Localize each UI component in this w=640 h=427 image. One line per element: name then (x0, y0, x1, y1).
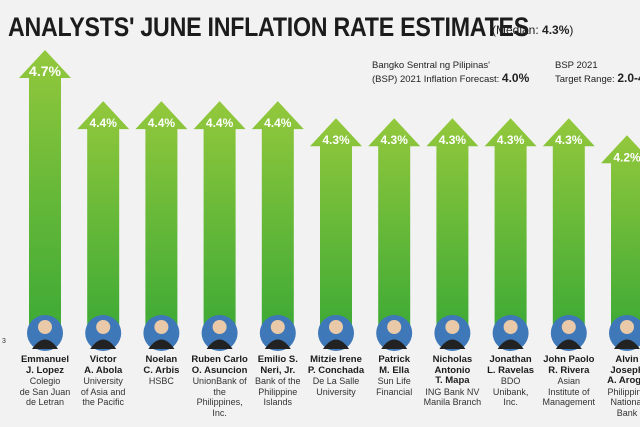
bar-arrow-8 (426, 118, 479, 340)
bar-arrow-7 (368, 118, 421, 340)
analyst-name: Noelan C. Arbis (143, 354, 180, 376)
avatar-body-icon (439, 339, 466, 349)
median-value: 4.3% (542, 23, 570, 37)
analyst-card-7: Patrick M. Ella Sun Life Financial (365, 354, 423, 397)
avatar-body-icon (90, 339, 117, 349)
analyst-card-3: Noelan C. Arbis HSBC (132, 354, 190, 387)
avatar-body-icon (381, 339, 408, 349)
bsp-forecast-note: Bangko Sentral ng Pilipinas' (BSP) 2021 … (372, 59, 529, 86)
title-row: ANALYSTS' JUNE INFLATION RATE ESTIMATES (8, 12, 614, 43)
bar-value-label-8: 4.3% (439, 133, 467, 147)
bar-value-label-9: 4.3% (497, 133, 525, 147)
bar-arrow-3 (135, 101, 188, 340)
analyst-card-6: Mitzie Irene P. Conchada De La Salle Univ… (307, 354, 365, 397)
bar-arrow-11 (601, 135, 640, 340)
avatar-face-icon (96, 320, 111, 334)
bar-value-label-1: 4.7% (29, 63, 61, 79)
bar-value-label-11: 4.2% (613, 150, 640, 164)
analyst-card-4: Ruben Carlo O. Asuncion UnionBank of the … (191, 354, 249, 418)
avatar-face-icon (154, 320, 169, 334)
analyst-affiliation: HSBC (148, 376, 174, 386)
bsp-target-note: BSP 2021 Target Range: 2.0-4.0 (555, 59, 640, 86)
bar-value-label-3: 4.4% (148, 116, 176, 130)
analyst-card-5: Emilio S. Neri, Jr. Bank of the Philippin… (249, 354, 307, 408)
avatar-body-icon (148, 339, 175, 349)
analyst-card-9: Jonathan L. Ravelas BDO Unibank, Inc. (482, 354, 540, 408)
analyst-name: Victor A. Abola (84, 354, 123, 376)
bar-value-label-6: 4.3% (322, 133, 350, 147)
bar-arrow-6 (310, 118, 362, 340)
analyst-name: Emilio S. Neri, Jr. (257, 354, 298, 376)
avatar-body-icon (264, 339, 291, 349)
bar-arrow-9 (484, 118, 537, 340)
avatar-body-icon (555, 339, 582, 349)
analyst-name: Ruben Carlo O. Asuncion (191, 354, 248, 376)
chart-title: ANALYSTS' JUNE INFLATION RATE ESTIMATES (8, 12, 529, 42)
forecast-line1: Bangko Sentral ng Pilipinas' (372, 60, 490, 71)
analyst-card-2: Victor A. Abola University of Asia and th… (74, 354, 132, 408)
median-note: (Median: 4.3%) (492, 23, 573, 37)
avatar-face-icon (561, 320, 576, 334)
analyst-affiliation: BDO Unibank, Inc. (492, 376, 529, 407)
target-line2: Target Range: (555, 74, 618, 85)
median-close: ) (569, 23, 574, 37)
avatar-body-icon (497, 339, 524, 349)
analyst-name: John Paolo R. Rivera (543, 354, 595, 376)
analyst-affiliation: Colegio de San Juan de Letran (19, 376, 71, 407)
forecast-line2: (BSP) 2021 Inflation Forecast: (372, 74, 502, 85)
bar-value-label-5: 4.4% (264, 116, 292, 130)
avatar-body-icon (206, 339, 233, 349)
bar-arrow-4 (193, 101, 246, 340)
analyst-name: Mitzie Irene P. Conchada (307, 354, 365, 376)
target-value: 2.0-4.0 (617, 71, 640, 85)
analyst-affiliation: Philippine National Bank (607, 386, 640, 418)
bar-arrow-1 (19, 50, 71, 340)
target-line1: BSP 2021 (555, 60, 598, 71)
avatar-body-icon (614, 339, 640, 349)
bar-value-label-7: 4.3% (381, 133, 409, 147)
avatar-body-icon (32, 339, 58, 349)
analyst-affiliation: Sun Life Financial (376, 376, 413, 397)
analyst-affiliation: ING Bank NV Manila Branch (423, 386, 482, 408)
bar-value-label-4: 4.4% (206, 116, 234, 130)
analyst-name: Alvin Joseph A. Arogo (607, 354, 640, 386)
avatar-face-icon (503, 320, 518, 334)
analyst-affiliation: Asian Institute of Management (542, 376, 596, 407)
bar-arrow-2 (77, 101, 130, 340)
bar-value-label-2: 4.4% (90, 116, 118, 130)
avatar-face-icon (270, 320, 285, 334)
bar-value-label-10: 4.3% (555, 133, 583, 147)
analyst-affiliation: Bank of the Philippine Islands (255, 376, 301, 407)
analyst-card-11: Alvin Joseph A. ArogoPhilippine National… (598, 354, 640, 418)
avatar-face-icon (38, 320, 52, 334)
analyst-card-1: Emmanuel J. Lopez Colegio de San Juan de … (16, 354, 74, 408)
analyst-name: Patrick M. Ella (378, 354, 411, 376)
analyst-affiliation: University of Asia and the Pacific (80, 376, 126, 407)
analyst-name: Nicholas Antonio T. Mapa (432, 354, 473, 386)
avatar-face-icon (620, 320, 634, 334)
analyst-card-8: Nicholas Antonio T. Mapa ING Bank NV Mani… (423, 354, 482, 408)
avatar-face-icon (387, 320, 402, 334)
bar-arrow-5 (251, 101, 304, 340)
baseline-tick-label: 3 (2, 338, 6, 345)
avatar-face-icon (212, 320, 227, 334)
analyst-affiliation: De La Salle University (312, 376, 360, 397)
analyst-name: Jonathan L. Ravelas (487, 354, 535, 376)
analyst-affiliation: UnionBank of the Philippines, Inc. (192, 376, 247, 418)
forecast-value: 4.0% (501, 71, 530, 85)
median-label: (Median: (492, 23, 543, 37)
bar-arrow-10 (542, 118, 595, 340)
avatar-face-icon (445, 320, 460, 334)
avatar-body-icon (323, 339, 349, 349)
avatar-face-icon (329, 320, 343, 334)
analyst-name: Emmanuel J. Lopez (20, 354, 70, 376)
analyst-card-10: John Paolo R. Rivera Asian Institute of M… (540, 354, 598, 408)
